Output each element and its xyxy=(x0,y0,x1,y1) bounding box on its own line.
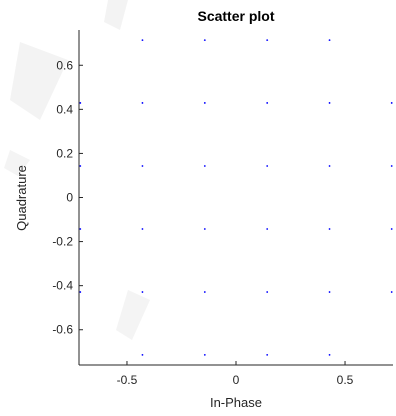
y-tick-label: -0.4 xyxy=(52,279,73,293)
scatter-point xyxy=(203,165,206,167)
scatter-point xyxy=(266,102,269,104)
scatter-point xyxy=(203,102,206,104)
scatter-point xyxy=(79,228,82,230)
scatter-point xyxy=(266,165,269,167)
scatter-point xyxy=(203,39,206,42)
scatter-point xyxy=(328,165,331,167)
scatter-point xyxy=(203,353,206,356)
scatter-point xyxy=(328,102,331,104)
scatter-point xyxy=(141,165,144,167)
scatter-point xyxy=(203,291,206,293)
x-ticks: -0.5 0 0.5 xyxy=(117,361,354,387)
scatter-point xyxy=(266,291,269,293)
scatter-point xyxy=(390,228,393,230)
scatter-point xyxy=(203,228,206,230)
y-tick-label: -0.6 xyxy=(52,323,73,337)
y-axis-label: Quadrature xyxy=(14,165,29,231)
scatter-point xyxy=(141,39,144,42)
y-tick-label: 0 xyxy=(66,191,73,205)
scatter-point xyxy=(266,228,269,230)
scatter-point xyxy=(141,228,144,230)
x-tick-label: 0 xyxy=(233,373,240,387)
x-axis-label: In-Phase xyxy=(210,395,262,410)
scatter-point xyxy=(328,39,331,42)
y-tick-label: 0.4 xyxy=(56,102,73,116)
scatter-point xyxy=(141,102,144,104)
scatter-point xyxy=(390,165,393,167)
x-tick-label: -0.5 xyxy=(117,373,138,387)
x-tick-label: 0.5 xyxy=(337,373,354,387)
chart-title: Scatter plot xyxy=(197,8,274,24)
scatter-point xyxy=(390,291,393,293)
scatter-point xyxy=(328,353,331,356)
scatter-point xyxy=(328,228,331,230)
scatter-point xyxy=(266,353,269,356)
scatter-point xyxy=(79,165,82,167)
scatter-point xyxy=(328,291,331,293)
y-tick-label: -0.2 xyxy=(52,235,73,249)
plot-axes xyxy=(78,30,393,366)
scatter-point xyxy=(79,102,82,104)
scatter-point xyxy=(266,39,269,42)
y-ticks: 0.6 0.4 0.2 0 -0.2 -0.4 -0.6 xyxy=(52,58,83,337)
y-tick-label: 0.2 xyxy=(56,146,73,160)
data-points xyxy=(79,39,393,356)
scatter-point xyxy=(141,291,144,293)
scatter-point xyxy=(390,102,393,104)
scatter-point xyxy=(141,353,144,356)
y-tick-label: 0.6 xyxy=(56,58,73,72)
scatter-point xyxy=(79,291,82,293)
